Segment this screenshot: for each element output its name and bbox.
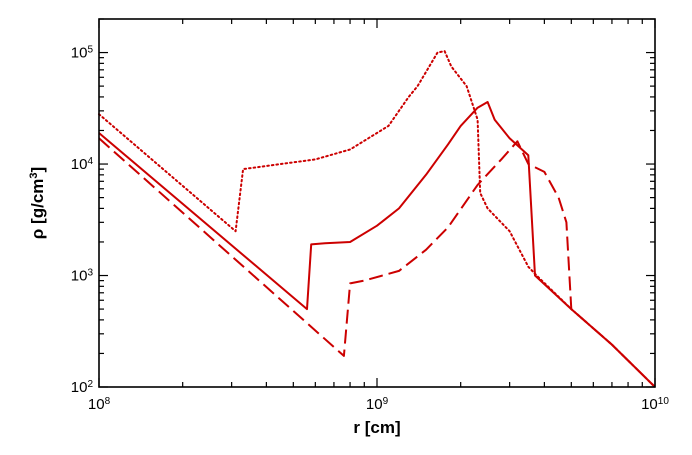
y-tick-label: 102 xyxy=(71,379,94,397)
y-tick-label: 103 xyxy=(71,267,94,285)
x-axis-label: r [cm] xyxy=(353,418,400,437)
y-axis-label-main: ρ [g/cm xyxy=(28,179,47,240)
x-tick-label: 109 xyxy=(366,396,389,414)
y-tick-labels: 102 103 104 105 xyxy=(71,44,94,396)
y-tick-label: 105 xyxy=(71,44,94,62)
x-tick-label: 1010 xyxy=(641,396,669,414)
y-axis-label-close: ] xyxy=(28,167,47,173)
y-tick-label: 104 xyxy=(71,156,94,174)
series-line-solid xyxy=(98,101,656,388)
series-line-dotted xyxy=(98,50,656,388)
plot-frame xyxy=(98,18,656,388)
x-tick-labels: 108 109 1010 xyxy=(88,396,669,414)
y-axis-label-sup: 3 xyxy=(28,172,40,178)
series-line-dashed xyxy=(98,137,656,388)
y-axis-label: ρ [g/cm3] xyxy=(28,167,47,239)
x-tick-label: 108 xyxy=(88,396,111,414)
series-layer xyxy=(98,50,656,388)
